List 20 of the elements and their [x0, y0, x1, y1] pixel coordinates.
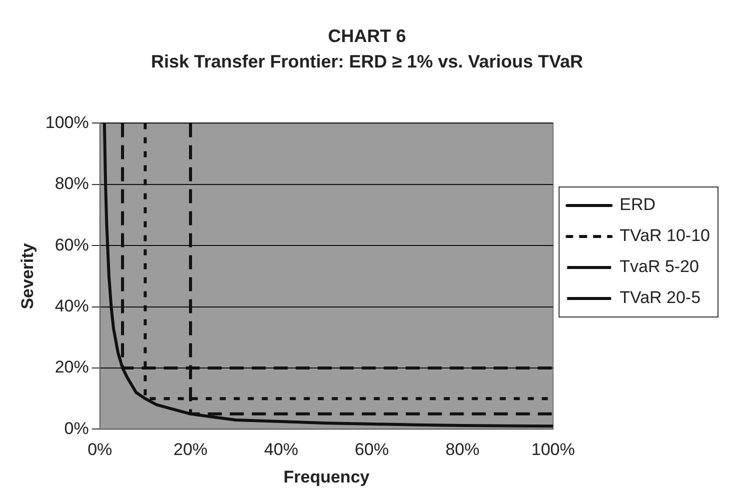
- y-tick-label: 60%: [54, 235, 89, 254]
- x-tick-label: 60%: [354, 440, 389, 460]
- y-tick-label: 40%: [54, 296, 89, 316]
- legend-label: TvaR 5-20: [620, 257, 699, 276]
- x-tick-label: 80%: [445, 440, 480, 460]
- y-tick-label: 80%: [54, 174, 89, 194]
- y-tick-label: 100%: [45, 112, 89, 132]
- x-tick-label: 100%: [531, 440, 575, 460]
- chart-title: CHART 6: [328, 26, 406, 46]
- legend-label: TVaR 20-5: [620, 288, 701, 308]
- chart-subtitle: Risk Transfer Frontier: ERD ≥ 1% vs. Various TVaR: [150, 51, 584, 72]
- x-tick-label: 0%: [88, 440, 112, 460]
- x-tick-label: 40%: [264, 440, 298, 460]
- y-tick-label: 20%: [54, 358, 89, 377]
- legend-label: TVaR 10-10: [620, 226, 710, 246]
- legend-label: ERD: [620, 195, 656, 214]
- y-tick-label: 0%: [64, 418, 89, 438]
- x-tick-label: 20%: [174, 440, 208, 460]
- x-axis-title: Frequency: [284, 467, 370, 486]
- y-axis-title: Severity: [18, 242, 37, 310]
